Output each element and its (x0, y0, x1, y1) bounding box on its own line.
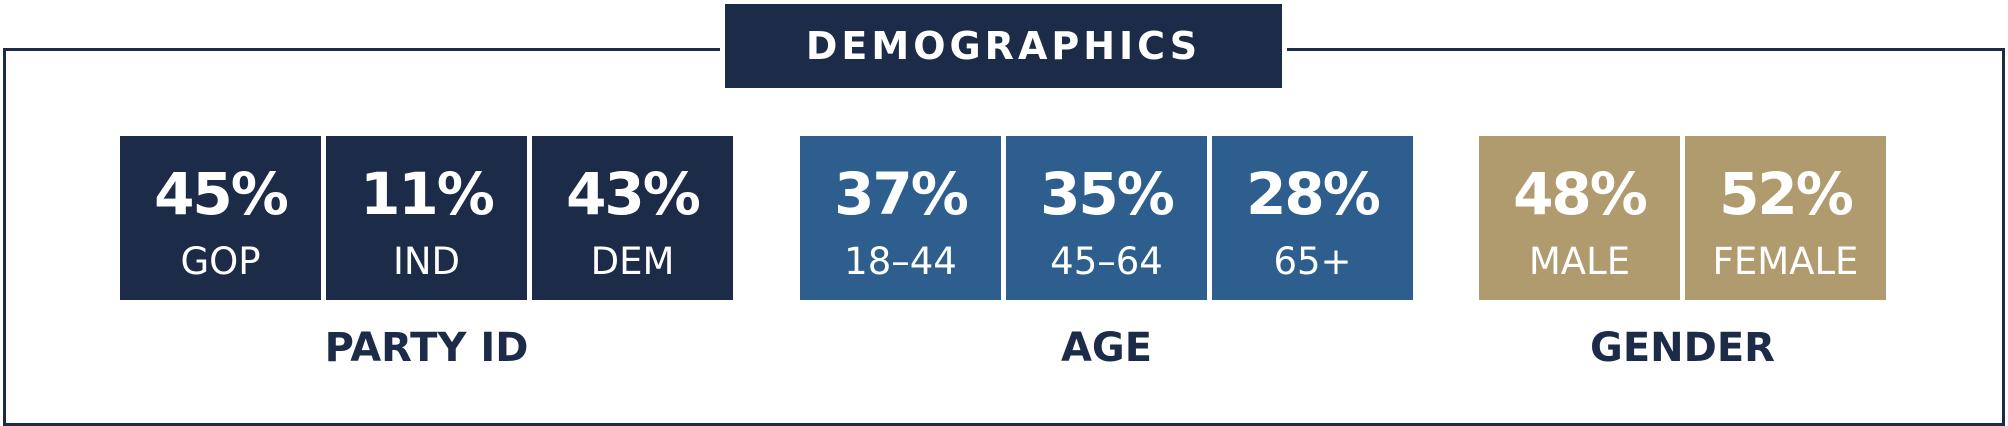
stat-label: FEMALE (1712, 240, 1859, 283)
stat-value: 35% (1040, 160, 1175, 228)
stat-tile: 28% 65+ (1212, 136, 1413, 300)
stat-tile: 43% DEM (532, 136, 733, 300)
stat-value: 11% (360, 160, 495, 228)
stat-tile: 52% FEMALE (1685, 136, 1886, 300)
stat-value: 43% (566, 160, 701, 228)
stat-label: GOP (180, 240, 261, 283)
stat-label: 18–44 (844, 240, 957, 283)
stat-label: DEM (590, 240, 675, 283)
stat-value: 45% (154, 160, 289, 228)
stat-tile: 11% IND (326, 136, 527, 300)
stat-tile: 37% 18–44 (800, 136, 1001, 300)
stat-value: 52% (1719, 160, 1854, 228)
stat-label: 65+ (1273, 240, 1352, 283)
stat-value: 37% (834, 160, 969, 228)
stat-tile: 45% GOP (120, 136, 321, 300)
stat-tile: 35% 45–64 (1006, 136, 1207, 300)
stat-label: MALE (1528, 240, 1631, 283)
stat-value: 28% (1246, 160, 1381, 228)
stat-tile: 48% MALE (1479, 136, 1680, 300)
stat-label: IND (392, 240, 461, 283)
stat-value: 48% (1513, 160, 1648, 228)
stat-label: 45–64 (1050, 240, 1163, 283)
group-label: GENDER (1590, 325, 1775, 371)
title: DEMOGRAPHICS (725, 4, 1282, 88)
group-label: AGE (1060, 325, 1153, 371)
group-label: PARTY ID (324, 325, 529, 371)
